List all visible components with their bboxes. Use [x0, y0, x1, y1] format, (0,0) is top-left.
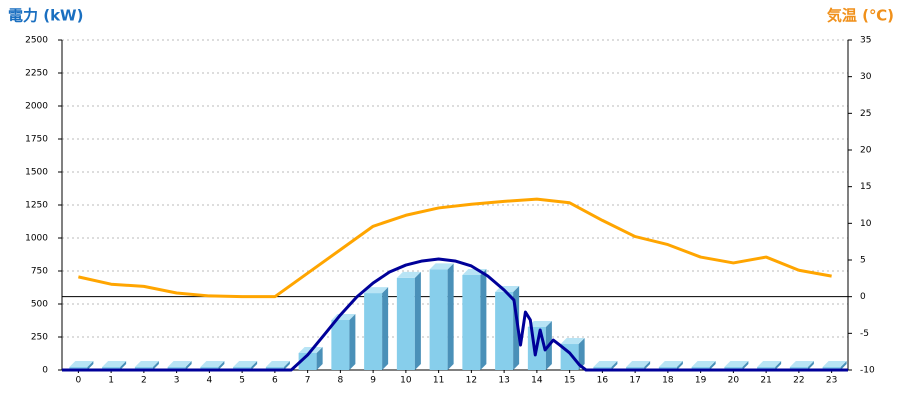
y-tick-label: 750	[31, 267, 48, 277]
x-tick-label: 3	[174, 376, 180, 386]
x-tick-label: 16	[597, 376, 609, 386]
x-tick-label: 20	[728, 376, 740, 386]
y2-tick-label: 30	[860, 72, 872, 82]
line	[62, 257, 848, 372]
y-tick-label: 2000	[25, 102, 48, 112]
x-tick-label: 21	[760, 376, 771, 386]
y2-tick-label: 25	[860, 109, 871, 119]
y2-tick-label: -5	[860, 329, 869, 339]
y2-tick-label: 20	[860, 146, 872, 156]
y2-tick-label: 0	[860, 292, 866, 302]
y2-tick-label: -10	[860, 366, 875, 376]
y-tick-label: 1000	[25, 234, 48, 244]
y-tick-label: 1500	[25, 168, 48, 178]
x-tick-label: 14	[531, 376, 543, 386]
x-tick-label: 19	[695, 376, 707, 386]
y-tick-label: 2500	[25, 36, 48, 46]
x-tick-label: 0	[76, 376, 82, 386]
bar	[495, 286, 520, 370]
y2-axis-title: 気温 (℃)	[827, 7, 894, 25]
y-tick-label: 1250	[25, 201, 48, 211]
bar	[331, 314, 356, 370]
x-tick-label: 15	[564, 376, 575, 386]
y-tick-label: 0	[42, 366, 48, 376]
x-tick-label: 1	[108, 376, 114, 386]
y-axis-title: 電力 (kW)	[8, 7, 83, 25]
x-tick-label: 8	[338, 376, 344, 386]
x-tick-label: 13	[498, 376, 509, 386]
x-tick-label: 2	[141, 376, 147, 386]
x-tick-label: 7	[305, 376, 311, 386]
x-tick-label: 9	[370, 376, 376, 386]
y2-tick-label: 5	[860, 256, 866, 266]
x-tick-label: 11	[433, 376, 444, 386]
x-tick-label: 18	[662, 376, 674, 386]
y-tick-label: 250	[31, 333, 48, 343]
line	[78, 197, 832, 299]
y2-tick-label: 35	[860, 36, 871, 46]
x-tick-label: 5	[239, 376, 245, 386]
x-tick-label: 17	[629, 376, 640, 386]
bar	[462, 268, 487, 370]
x-tick-label: 23	[826, 376, 837, 386]
y-tick-label: 500	[31, 300, 48, 310]
y-tick-label: 2250	[25, 69, 48, 79]
x-tick-label: 22	[793, 376, 804, 386]
x-tick-label: 12	[466, 376, 477, 386]
x-tick-label: 6	[272, 376, 278, 386]
y2-tick-label: 15	[860, 182, 871, 192]
x-tick-label: 4	[207, 376, 213, 386]
bar	[364, 287, 389, 370]
y-tick-label: 1750	[25, 135, 48, 145]
y2-tick-label: 10	[860, 219, 872, 229]
bar	[396, 271, 421, 370]
bar	[429, 263, 454, 370]
x-tick-label: 10	[400, 376, 412, 386]
